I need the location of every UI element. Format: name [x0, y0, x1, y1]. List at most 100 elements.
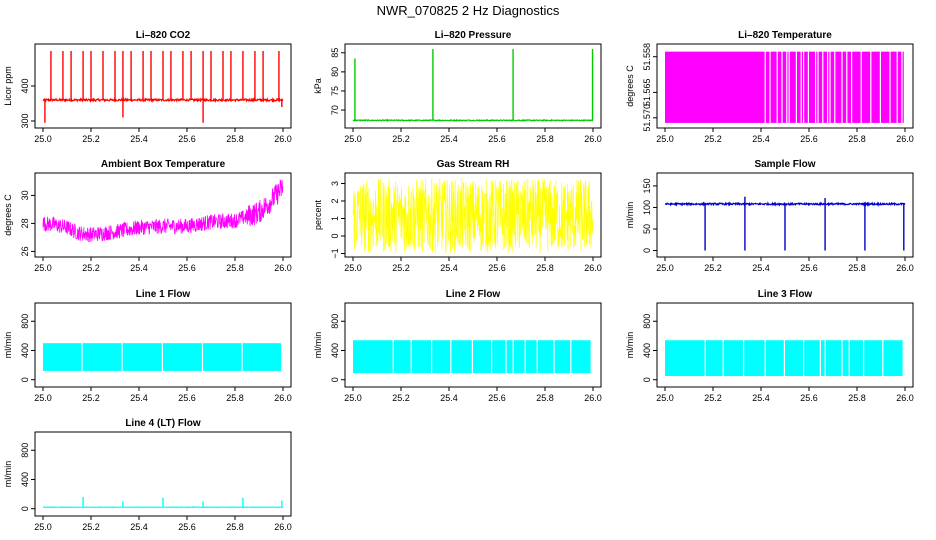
y-tick-label: 800 — [330, 314, 340, 329]
data-line — [352, 118, 593, 123]
y-tick-label: 51.570 — [642, 104, 652, 132]
data-band — [451, 340, 472, 374]
chart-title: Sample Flow — [754, 159, 815, 170]
data-line — [42, 179, 284, 243]
data-band — [823, 51, 827, 123]
x-tick-label: 26.0 — [896, 393, 914, 403]
data-band — [525, 340, 537, 374]
y-tick-label: −1 — [330, 248, 340, 258]
data-band — [665, 340, 705, 377]
x-tick-label: 25.2 — [392, 393, 410, 403]
plot-frame — [34, 302, 292, 388]
data-band — [393, 340, 411, 374]
y-axis-label: ml/min — [3, 461, 13, 488]
x-tick-label: 25.2 — [704, 134, 722, 144]
chart-title: Li–820 Pressure — [435, 30, 512, 41]
data-band — [785, 340, 803, 377]
y-tick-label: 28 — [20, 218, 30, 228]
y-tick-label: 1 — [330, 216, 340, 221]
data-band — [744, 340, 765, 377]
x-tick-label: 25.2 — [392, 134, 410, 144]
data-band — [782, 51, 787, 123]
chart-line-3-flow: Line 3 Flow 25.0 25.2 25.4 25.6 25.8 26.0 0 400 8… — [625, 289, 914, 403]
x-tick-label: 25.8 — [226, 393, 244, 403]
data-band — [765, 51, 770, 123]
x-tick-label: 26.0 — [274, 393, 292, 403]
x-tick-label: 25.6 — [800, 263, 818, 273]
data-band — [492, 340, 506, 374]
data-band — [82, 343, 122, 371]
x-tick-label: 25.8 — [226, 263, 244, 273]
data-band — [902, 51, 904, 123]
chart-title: Gas Stream RH — [437, 159, 510, 170]
data-band — [864, 340, 883, 377]
y-tick-label: 150 — [642, 178, 652, 193]
x-tick-label: 25.2 — [82, 522, 100, 532]
x-tick-label: 25.4 — [440, 134, 458, 144]
chart-title: Line 1 Flow — [136, 289, 191, 300]
x-tick-label: 25.0 — [344, 134, 362, 144]
x-tick-label: 25.0 — [34, 393, 52, 403]
plot-frame — [656, 172, 914, 258]
data-band — [723, 340, 743, 377]
x-tick-label: 25.8 — [536, 263, 554, 273]
series-ambient-box-temperature — [42, 179, 284, 243]
y-tick-label: 3 — [330, 181, 340, 186]
x-tick-label: 25.8 — [848, 134, 866, 144]
series-li-820-pressure — [352, 48, 594, 123]
data-band — [554, 340, 571, 374]
x-tick-label: 26.0 — [584, 263, 602, 273]
x-tick-label: 25.8 — [536, 134, 554, 144]
data-band — [804, 51, 808, 123]
data-band — [506, 340, 513, 374]
x-tick-label: 25.8 — [226, 522, 244, 532]
x-tick-label: 25.2 — [704, 393, 722, 403]
chart-title: Ambient Box Temperature — [101, 159, 226, 170]
y-tick-label: 800 — [642, 314, 652, 329]
plot-frame — [344, 302, 602, 388]
x-tick-label: 26.0 — [896, 263, 914, 273]
y-axis-label: kPa — [313, 78, 323, 94]
data-band — [804, 340, 820, 377]
x-tick-label: 25.6 — [488, 263, 506, 273]
data-band — [513, 340, 525, 374]
x-tick-label: 25.8 — [226, 134, 244, 144]
chart-line-4-lt-flow: Line 4 (LT) Flow 25.0 25.2 25.4 25.6 25.8 26.0… — [3, 418, 292, 532]
y-tick-label: 400 — [20, 343, 30, 358]
data-band — [203, 343, 242, 371]
y-axis-label: ml/min — [625, 202, 635, 229]
x-tick-label: 25.2 — [704, 263, 722, 273]
x-tick-label: 25.0 — [656, 263, 674, 273]
y-tick-label: 0 — [642, 377, 652, 382]
y-axis-label: ml/min — [625, 332, 635, 359]
data-band — [432, 340, 451, 374]
chart-ambient-box-temperature: Ambient Box Temperature 25.0 25.2 25.4 25.6 2… — [3, 159, 292, 273]
series-line-1-flow — [43, 343, 282, 371]
x-tick-label: 25.6 — [178, 393, 196, 403]
series-line-3-flow — [665, 340, 903, 377]
plot-frame — [34, 431, 292, 517]
data-band — [835, 51, 842, 123]
chart-title: Line 3 Flow — [758, 289, 813, 300]
plot-frame — [656, 43, 914, 129]
chart-gas-stream-rh: Gas Stream RH 25.0 25.2 25.4 25.6 25.8 26.0 −1 0… — [313, 159, 602, 273]
y-tick-label: 0 — [330, 377, 340, 382]
data-band — [122, 343, 162, 371]
x-tick-label: 25.4 — [440, 393, 458, 403]
data-band — [890, 51, 897, 123]
plot-frame — [344, 43, 602, 129]
y-axis-label: ml/min — [313, 332, 323, 359]
x-tick-label: 25.6 — [800, 393, 818, 403]
y-tick-label: 400 — [330, 343, 340, 358]
x-tick-label: 25.2 — [82, 263, 100, 273]
chart-title: Line 2 Flow — [446, 289, 501, 300]
y-tick-label: 80 — [330, 67, 340, 77]
series-sample-flow — [664, 196, 906, 251]
x-tick-label: 25.0 — [656, 393, 674, 403]
chart-sample-flow: Sample Flow 25.0 25.2 25.4 25.6 25.8 26.0 0 50 10… — [625, 159, 914, 273]
data-band — [765, 340, 784, 377]
data-band — [473, 340, 491, 374]
chart-line-2-flow: Line 2 Flow 25.0 25.2 25.4 25.6 25.8 26.0 0 400 8… — [313, 289, 602, 403]
y-tick-label: 0 — [20, 506, 30, 511]
